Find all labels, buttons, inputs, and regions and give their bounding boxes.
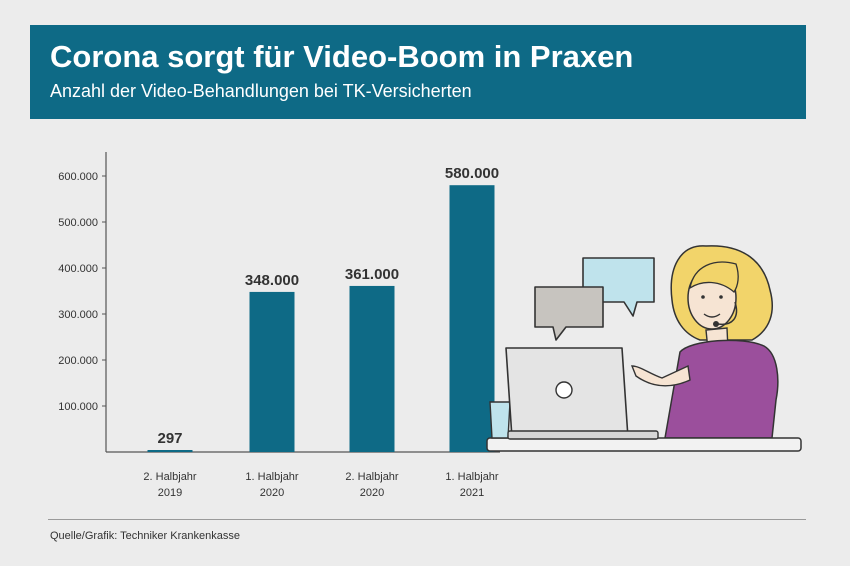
y-tick-label: 100.000 [58,401,98,413]
data-label: 361.000 [345,266,399,283]
x-tick-label: 1. Halbjahr [445,471,499,483]
laptop-icon [505,347,659,440]
y-tick-label: 500.000 [58,217,98,229]
y-tick-label: 300.000 [58,309,98,321]
bar [249,291,295,452]
x-tick-label: 2. Halbjahr [143,471,197,483]
y-tick-label: 400.000 [58,263,98,275]
x-tick-label: 2020 [360,487,384,499]
bar [449,185,495,452]
data-label: 348.000 [245,272,299,289]
footer-divider [48,519,806,520]
x-tick-label: 2019 [158,487,182,499]
woman-icon [630,245,779,439]
x-tick-label: 2020 [260,487,284,499]
x-tick-label: 2. Halbjahr [345,471,399,483]
speech-bubble-icon [534,286,604,341]
bar [349,285,395,452]
table [486,437,802,452]
x-tick-label: 1. Halbjahr [245,471,299,483]
illustration [486,245,802,452]
x-tick-label: 2021 [460,487,484,499]
source-note: Quelle/Grafik: Techniker Krankenkasse [50,530,240,542]
y-tick-label: 200.000 [58,355,98,367]
data-label: 580.000 [445,165,499,182]
glass-icon [489,401,511,439]
data-label: 297 [157,430,182,447]
chart-subtitle: Anzahl der Video-Behandlungen bei TK-Ver… [50,81,472,101]
y-tick-label: 600.000 [58,171,98,183]
header-banner: Corona sorgt für Video-Boom in Praxen An… [30,25,806,119]
bar [147,450,193,452]
chart-title: Corona sorgt für Video-Boom in Praxen [50,39,634,74]
